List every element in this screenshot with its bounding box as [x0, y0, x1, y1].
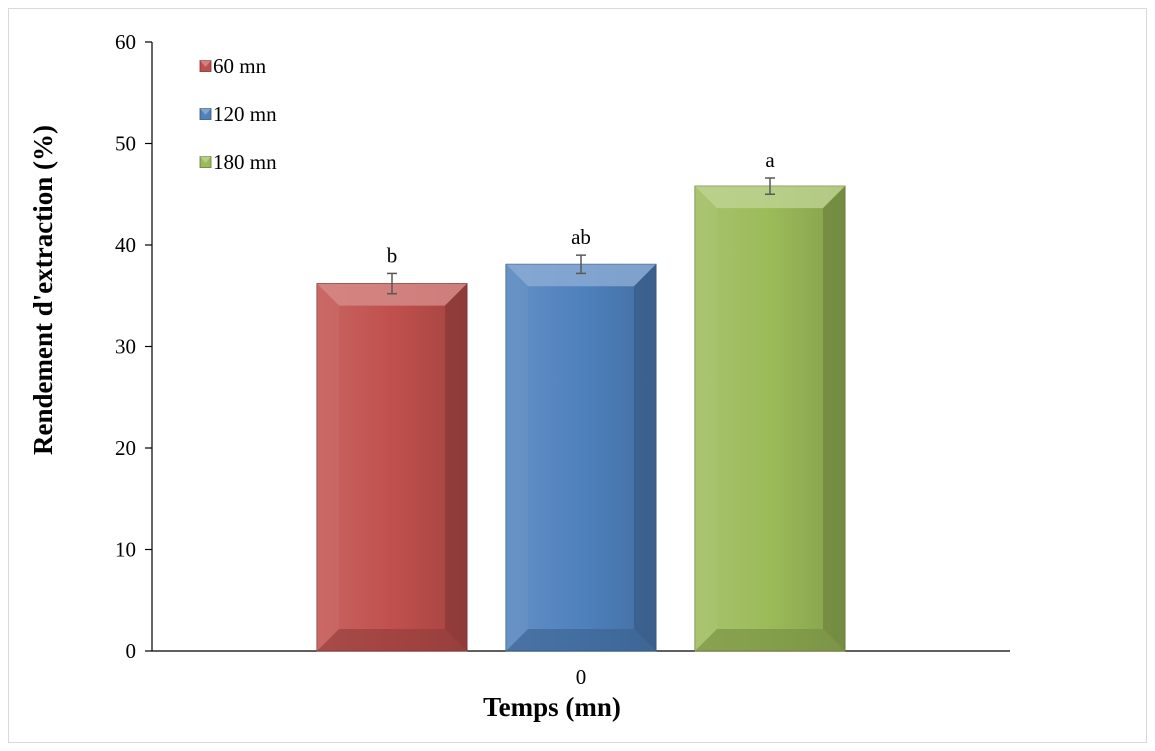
- bar-bevel-right: [634, 264, 656, 651]
- y-tick-label: 0: [126, 639, 137, 663]
- bar-bevel-top: [695, 186, 845, 209]
- y-tick-label: 30: [115, 335, 136, 359]
- bar-bevel-left: [695, 186, 717, 651]
- y-tick-label: 20: [115, 436, 136, 460]
- legend-label: 120 mn: [213, 102, 277, 126]
- bar-series: [316, 185, 846, 652]
- y-tick-label: 50: [115, 132, 136, 156]
- bar-60-mn: [316, 283, 468, 652]
- data-label: b: [387, 243, 398, 267]
- data-label: a: [765, 148, 775, 172]
- data-labels: b ab a: [387, 148, 776, 267]
- bar-bevel-top: [506, 264, 656, 287]
- legend-label: 180 mn: [213, 150, 277, 174]
- legend-swatch-bevel: [200, 60, 211, 67]
- legend-label: 60 mn: [213, 54, 267, 78]
- bar-bevel-right: [445, 283, 467, 651]
- bar-bevel-bottom: [317, 629, 467, 651]
- x-axis-title: Temps (mn): [483, 692, 621, 722]
- data-label: ab: [571, 225, 591, 249]
- bar-120-mn: [505, 263, 657, 652]
- bar-180-mn: [694, 185, 846, 652]
- x-axis-ticks: 0: [576, 665, 587, 689]
- y-tick-label: 60: [115, 30, 136, 54]
- bar-bevel-top: [317, 283, 467, 306]
- legend-swatch-bevel: [200, 156, 211, 163]
- y-axis-ticks: 0 10 20 30 40 50 60: [115, 30, 152, 663]
- y-tick-label: 40: [115, 233, 136, 257]
- error-bars: [387, 177, 775, 295]
- bar-bevel-bottom: [695, 629, 845, 651]
- bar-bevel-left: [317, 283, 339, 651]
- x-tick-label: 0: [576, 665, 587, 689]
- bar-bevel-right: [823, 186, 845, 651]
- y-tick-label: 10: [115, 538, 136, 562]
- legend: 60 mn 120 mn 180 mn: [199, 54, 277, 174]
- y-axis-title: Rendement d'extraction (%): [28, 125, 58, 455]
- bar-bevel-left: [506, 264, 528, 651]
- bar-bevel-bottom: [506, 629, 656, 651]
- legend-swatch-bevel: [200, 108, 211, 115]
